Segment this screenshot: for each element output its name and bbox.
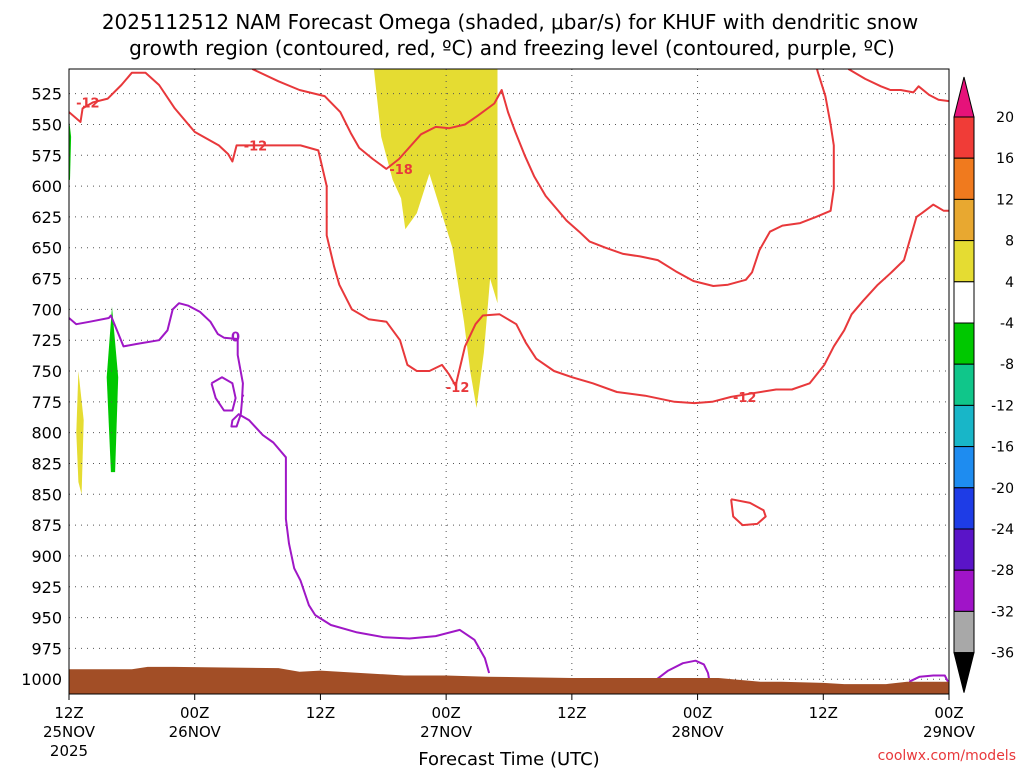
colorbar-label-20: 20 bbox=[996, 110, 1014, 126]
y-tick-675: 675 bbox=[31, 270, 62, 289]
y-tick-975: 975 bbox=[31, 639, 62, 658]
colorbar-bin--24--20 bbox=[953, 487, 975, 530]
y-tick-600: 600 bbox=[31, 177, 62, 196]
colorbar-label-16: 16 bbox=[996, 151, 1014, 167]
contour-label-0: -12 bbox=[76, 96, 100, 111]
dgz-contour-0 bbox=[69, 71, 949, 405]
y-tick-550: 550 bbox=[31, 115, 62, 134]
colorbar-label--28: -28 bbox=[991, 563, 1014, 579]
y-tick-875: 875 bbox=[31, 516, 62, 535]
contour-label-1: -12 bbox=[244, 139, 268, 154]
omega-region-2 bbox=[106, 306, 119, 473]
y-tick-775: 775 bbox=[31, 393, 62, 412]
y-tick-925: 925 bbox=[31, 578, 62, 597]
y-tick-525: 525 bbox=[31, 85, 62, 104]
freezing-speck bbox=[241, 394, 245, 397]
y-tick-1000: 1000 bbox=[21, 670, 62, 689]
colorbar-top-arrow bbox=[953, 76, 975, 118]
x-tick-top-48: 12Z bbox=[557, 704, 586, 722]
x-tick-top-60: 00Z bbox=[683, 704, 712, 722]
contour-label-3: -12 bbox=[446, 381, 470, 396]
y-tick-625: 625 bbox=[31, 208, 62, 227]
y-tick-900: 900 bbox=[31, 547, 62, 566]
dgz-contour-3 bbox=[730, 498, 767, 527]
gridlines bbox=[69, 69, 949, 694]
colorbar-bin--36--32 bbox=[953, 610, 975, 654]
colorbar-label--4: -4 bbox=[1000, 316, 1014, 332]
colorbar-label--8: -8 bbox=[1000, 357, 1014, 373]
x-tick-mid-36: 27NOV bbox=[420, 723, 473, 741]
terrain-fill bbox=[69, 666, 949, 694]
plot-area: -12 -12 -18 -12 -12 0 bbox=[69, 69, 949, 694]
omega-shading bbox=[69, 69, 498, 495]
y-tick-575: 575 bbox=[31, 146, 62, 165]
omega-region-0 bbox=[373, 69, 498, 408]
colorbar-bin-16-20 bbox=[953, 116, 975, 159]
freezing-contour-0 bbox=[69, 302, 491, 674]
freezing-contour-1 bbox=[210, 376, 237, 412]
x-tick-mid-60: 28NOV bbox=[672, 723, 725, 741]
source-credit: coolwx.com/models bbox=[878, 748, 1016, 764]
colorbar-label-8: 8 bbox=[1005, 234, 1014, 250]
x-tick-top-72: 12Z bbox=[809, 704, 838, 722]
chart-title-line1: 2025112512 NAM Forecast Omega (shaded, μ… bbox=[102, 10, 918, 34]
colorbar-label--20: -20 bbox=[991, 481, 1014, 497]
colorbar-bin--28--24 bbox=[953, 528, 975, 571]
y-tick-750: 750 bbox=[31, 362, 62, 381]
x-axis-title: Forecast Time (UTC) bbox=[418, 749, 599, 768]
dgz-contour-1 bbox=[251, 69, 835, 287]
x-tick-top-24: 12Z bbox=[306, 704, 335, 722]
y-axis: 525 550 575 600 625 650 675 700 725 750 775 800 825 8… bbox=[21, 85, 62, 690]
colorbar-label--24: -24 bbox=[991, 522, 1014, 538]
y-tick-850: 850 bbox=[31, 485, 62, 504]
contour-label-2: -18 bbox=[389, 163, 413, 178]
freezing-contour-3 bbox=[908, 674, 949, 683]
y-tick-725: 725 bbox=[31, 331, 62, 350]
chart-title-line2: growth region (contoured, red, ºC) and f… bbox=[129, 36, 895, 60]
colorbar-bin-4-8 bbox=[953, 240, 975, 283]
y-tick-700: 700 bbox=[31, 300, 62, 319]
contour-label-4: -12 bbox=[733, 391, 757, 406]
x-tick-top-12: 00Z bbox=[180, 704, 209, 722]
omega-region-1 bbox=[76, 371, 84, 495]
freezing-contour-2 bbox=[652, 659, 711, 683]
y-tick-950: 950 bbox=[31, 609, 62, 628]
colorbar-bin--12--8 bbox=[953, 363, 975, 406]
colorbar: 20 16 12 8 4 -4 -8 -12 -16 -20 -24 -28 -32 -36 bbox=[953, 76, 1014, 693]
x-tick-bot-0: 2025 bbox=[50, 742, 88, 760]
plot-frame bbox=[68, 68, 950, 695]
colorbar-bottom-arrow bbox=[953, 652, 975, 693]
x-tick-top-84: 00Z bbox=[934, 704, 963, 722]
x-tick-mid-12: 26NOV bbox=[169, 723, 222, 741]
x-tick-mid-84: 29NOV bbox=[923, 723, 976, 741]
colorbar-bin--16--12 bbox=[953, 404, 975, 448]
colorbar-bin--32--28 bbox=[953, 569, 975, 612]
omega-region-3 bbox=[69, 118, 72, 180]
colorbar-label--12: -12 bbox=[991, 398, 1014, 414]
colorbar-label-4: 4 bbox=[1005, 275, 1014, 291]
colorbar-bin--4-4 bbox=[953, 281, 975, 324]
x-tick-mid-0: 25NOV bbox=[43, 723, 96, 741]
colorbar-bin-8-12 bbox=[953, 198, 975, 242]
y-tick-650: 650 bbox=[31, 239, 62, 258]
y-tick-800: 800 bbox=[31, 424, 62, 443]
colorbar-label-12: 12 bbox=[996, 192, 1014, 208]
colorbar-bin--8--4 bbox=[953, 322, 975, 365]
colorbar-label--16: -16 bbox=[991, 440, 1014, 456]
colorbar-bin-12-16 bbox=[953, 157, 975, 200]
colorbar-label--32: -32 bbox=[991, 604, 1014, 620]
y-tick-825: 825 bbox=[31, 454, 62, 473]
x-tick-top-36: 00Z bbox=[431, 704, 460, 722]
contours bbox=[69, 69, 949, 683]
x-tick-top-0: 12Z bbox=[54, 704, 83, 722]
contour-label-5: 0 bbox=[231, 331, 240, 346]
colorbar-bin--20--16 bbox=[953, 446, 975, 489]
colorbar-label--36: -36 bbox=[991, 646, 1014, 662]
contour-labels: -12 -12 -18 -12 -12 0 bbox=[76, 96, 756, 406]
dgz-contour-2 bbox=[847, 69, 949, 103]
terrain bbox=[69, 666, 949, 694]
